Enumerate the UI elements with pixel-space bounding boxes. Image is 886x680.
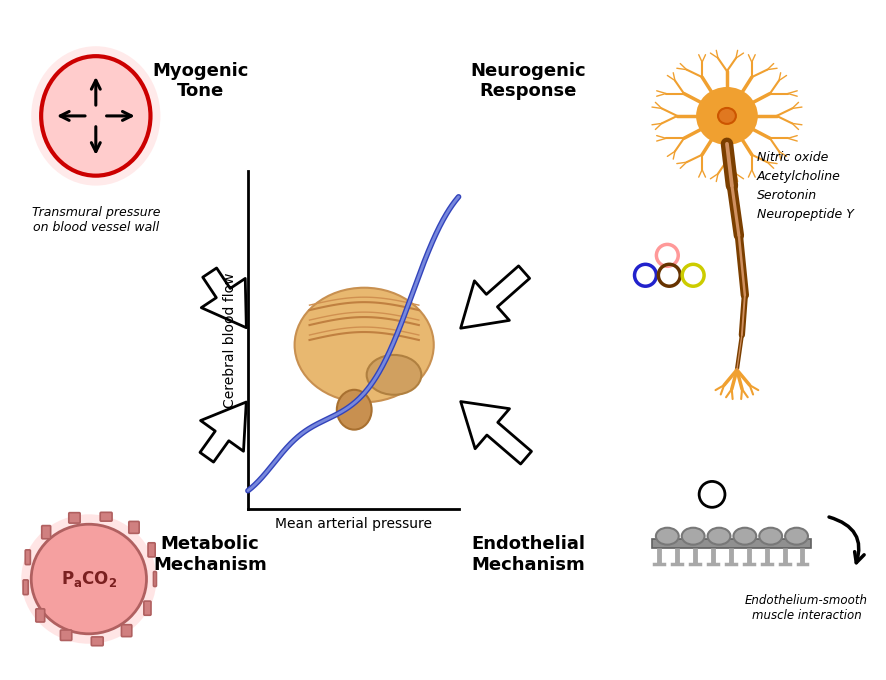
Text: Endothelial
Mechanism: Endothelial Mechanism xyxy=(471,534,585,573)
FancyBboxPatch shape xyxy=(69,513,80,523)
Ellipse shape xyxy=(734,528,757,545)
FancyBboxPatch shape xyxy=(23,580,28,594)
FancyBboxPatch shape xyxy=(35,609,44,622)
FancyBboxPatch shape xyxy=(60,630,72,641)
FancyBboxPatch shape xyxy=(148,543,155,557)
Ellipse shape xyxy=(367,355,422,395)
FancyBboxPatch shape xyxy=(128,522,139,533)
Ellipse shape xyxy=(295,288,434,403)
Bar xyxy=(652,539,812,548)
Ellipse shape xyxy=(21,514,157,644)
Ellipse shape xyxy=(41,56,151,175)
FancyBboxPatch shape xyxy=(100,512,112,521)
Ellipse shape xyxy=(656,528,679,545)
FancyBboxPatch shape xyxy=(144,601,151,615)
FancyBboxPatch shape xyxy=(25,550,30,564)
Text: Myogenic
Tone: Myogenic Tone xyxy=(152,62,248,101)
Ellipse shape xyxy=(785,528,808,545)
FancyBboxPatch shape xyxy=(91,637,103,646)
Ellipse shape xyxy=(31,524,146,634)
Ellipse shape xyxy=(337,390,371,430)
Ellipse shape xyxy=(697,88,757,143)
Text: Mean arterial pressure: Mean arterial pressure xyxy=(275,517,431,531)
Ellipse shape xyxy=(681,528,704,545)
Text: Neurogenic
Response: Neurogenic Response xyxy=(470,62,586,101)
Text: $\mathregular{P_aCO_2}$: $\mathregular{P_aCO_2}$ xyxy=(61,569,117,589)
Text: Nitric oxide
Acetylcholine
Serotonin
Neuropeptide Y: Nitric oxide Acetylcholine Serotonin Neu… xyxy=(757,151,853,220)
Ellipse shape xyxy=(759,528,782,545)
Ellipse shape xyxy=(718,108,736,124)
FancyBboxPatch shape xyxy=(153,572,157,586)
Ellipse shape xyxy=(708,528,730,545)
Text: Metabolic
Mechanism: Metabolic Mechanism xyxy=(153,534,267,573)
FancyBboxPatch shape xyxy=(42,526,51,539)
Ellipse shape xyxy=(31,46,160,186)
Text: Cerebral blood flow: Cerebral blood flow xyxy=(223,272,237,408)
FancyBboxPatch shape xyxy=(121,625,132,636)
Text: Endothelium-smooth
muscle interaction: Endothelium-smooth muscle interaction xyxy=(745,594,868,622)
Text: Transmural pressure
on blood vessel wall: Transmural pressure on blood vessel wall xyxy=(32,207,160,235)
